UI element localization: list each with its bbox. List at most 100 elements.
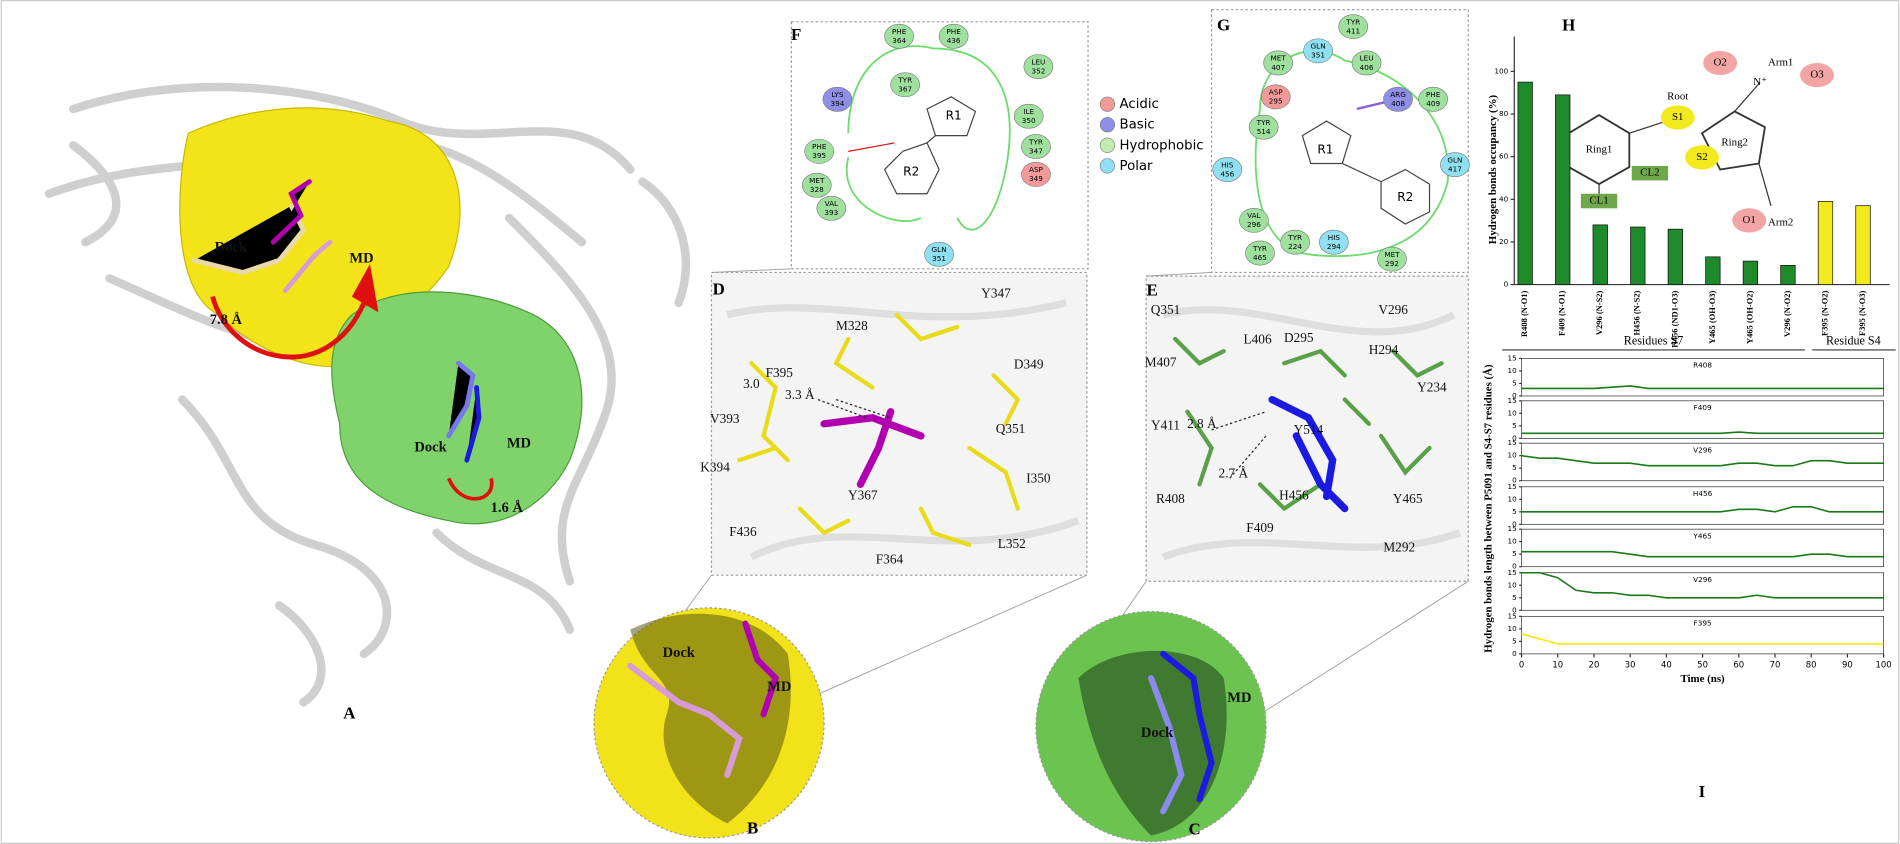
legend-swatch (1099, 137, 1115, 153)
y-tick-label: 60 (1499, 152, 1509, 161)
y-tick-label: 0 (1512, 433, 1517, 442)
residue-label: F395 (766, 365, 794, 380)
y-tick-label: 5 (1512, 378, 1517, 387)
residue-name: MET (809, 176, 825, 185)
ligand-2d (883, 96, 1431, 225)
panel-letter: D (713, 280, 725, 299)
shift-arrow (210, 296, 367, 360)
residue-name: ASP (1269, 88, 1284, 97)
residue-number: 296 (1247, 220, 1261, 229)
ring-label: R2 (903, 164, 919, 178)
annotation: Dock (215, 240, 248, 256)
data-line (1521, 571, 1884, 599)
legend-swatch (1099, 158, 1115, 174)
residue-number: 456 (1220, 169, 1234, 178)
x-tick-label: 60 (1733, 659, 1744, 669)
y-tick-label: 15 (1507, 482, 1516, 491)
ligand-sticks-c (1147, 650, 1215, 815)
subplot-title: Y465 (1692, 531, 1711, 540)
bar (1855, 205, 1871, 285)
y-tick-label: 10 (1507, 624, 1517, 633)
residue-label: V296 (1378, 302, 1408, 317)
residue-label: Y367 (848, 488, 878, 503)
legend-swatch (1099, 117, 1115, 133)
residue-node (816, 195, 847, 221)
residue-number: 395 (812, 151, 826, 160)
y-tick-label: 0 (1512, 605, 1517, 614)
data-line (1521, 385, 1884, 390)
bar (1517, 81, 1533, 285)
bar (1817, 201, 1834, 285)
molecule-label: Root (1667, 90, 1688, 102)
residue-label: K394 (700, 460, 730, 475)
bar (1592, 224, 1608, 285)
legend-swatch (1099, 96, 1115, 112)
residue-number: 350 (1022, 116, 1036, 125)
residue-node (1263, 50, 1293, 76)
data-line (1521, 633, 1884, 645)
x-tick-label: 0 (1519, 659, 1524, 669)
data-line (1521, 550, 1884, 558)
bar (1705, 256, 1721, 285)
residue-node (1338, 14, 1369, 40)
bar (1667, 228, 1683, 285)
y-tick-label: 0 (1512, 649, 1517, 658)
x-tick-label: H456 (N-S2) (1632, 290, 1642, 335)
y-axis-label: Hydrogen bonds length between P5091 and … (1482, 364, 1494, 653)
subplot-frame (1521, 615, 1884, 655)
residue-node (890, 72, 921, 98)
ring-label: R1 (1317, 143, 1333, 157)
subplot-frame (1521, 528, 1884, 568)
background-ribbons (726, 299, 1461, 561)
y-tick-label: 5 (1512, 507, 1517, 516)
residue-name: TYR (1345, 17, 1360, 26)
pocket-shadow (1078, 650, 1227, 836)
y-tick-label: 10 (1507, 451, 1517, 460)
molecule-label: Ring2 (1721, 136, 1748, 148)
x-tick-label: 50 (1697, 659, 1708, 669)
bar (1555, 94, 1571, 285)
residue-number: 406 (1360, 63, 1374, 72)
legend-label: Acidic (1120, 97, 1159, 112)
residue-node (1377, 246, 1407, 272)
residue-name: ILE (1023, 107, 1034, 116)
residue-label: D295 (1284, 330, 1314, 345)
hbond-lines (817, 399, 891, 419)
residue-label: L352 (998, 536, 1026, 551)
x-tick-label: 100 (1876, 659, 1892, 669)
residue-number: 417 (1448, 165, 1462, 174)
legend-label: Basic (1120, 118, 1155, 133)
data-line (1521, 506, 1884, 513)
residue-number: 408 (1391, 99, 1405, 108)
residue-node (1260, 84, 1291, 110)
residue-name: MET (1384, 250, 1400, 259)
residue-node (924, 241, 954, 267)
residue-node (1303, 38, 1333, 64)
x-tick-label: 40 (1661, 659, 1672, 669)
residue-name: LYS (831, 90, 844, 99)
residue-label: 2.7 Å (1219, 466, 1249, 481)
molecule-label: CL1 (1589, 195, 1608, 207)
molecule-label: Arm1 (1768, 56, 1793, 68)
y-tick-label: 15 (1507, 396, 1516, 405)
molecule-label: O1 (1743, 214, 1756, 226)
residue-name: TYR (1256, 118, 1271, 127)
x-tick-label: F409 (N-O1) (1557, 290, 1567, 336)
residue-node (1245, 240, 1275, 266)
subplot-title: R408 (1693, 361, 1712, 370)
residue-number: 465 (1253, 253, 1267, 262)
residue-label: Q351 (996, 421, 1026, 436)
residue-number: 292 (1385, 259, 1399, 268)
y-tick-label: 0 (1512, 562, 1517, 571)
residue-number: 409 (1426, 99, 1440, 108)
residue-number: 295 (1269, 97, 1283, 106)
ring-label: R2 (1397, 190, 1413, 204)
residue-label: M407 (1145, 354, 1177, 369)
protein-ribbons (44, 82, 690, 707)
annotation: Dock (663, 645, 696, 661)
residue-label: M292 (1383, 540, 1415, 555)
residue-name: ARG (1390, 90, 1406, 99)
annotation: MD (349, 250, 373, 266)
